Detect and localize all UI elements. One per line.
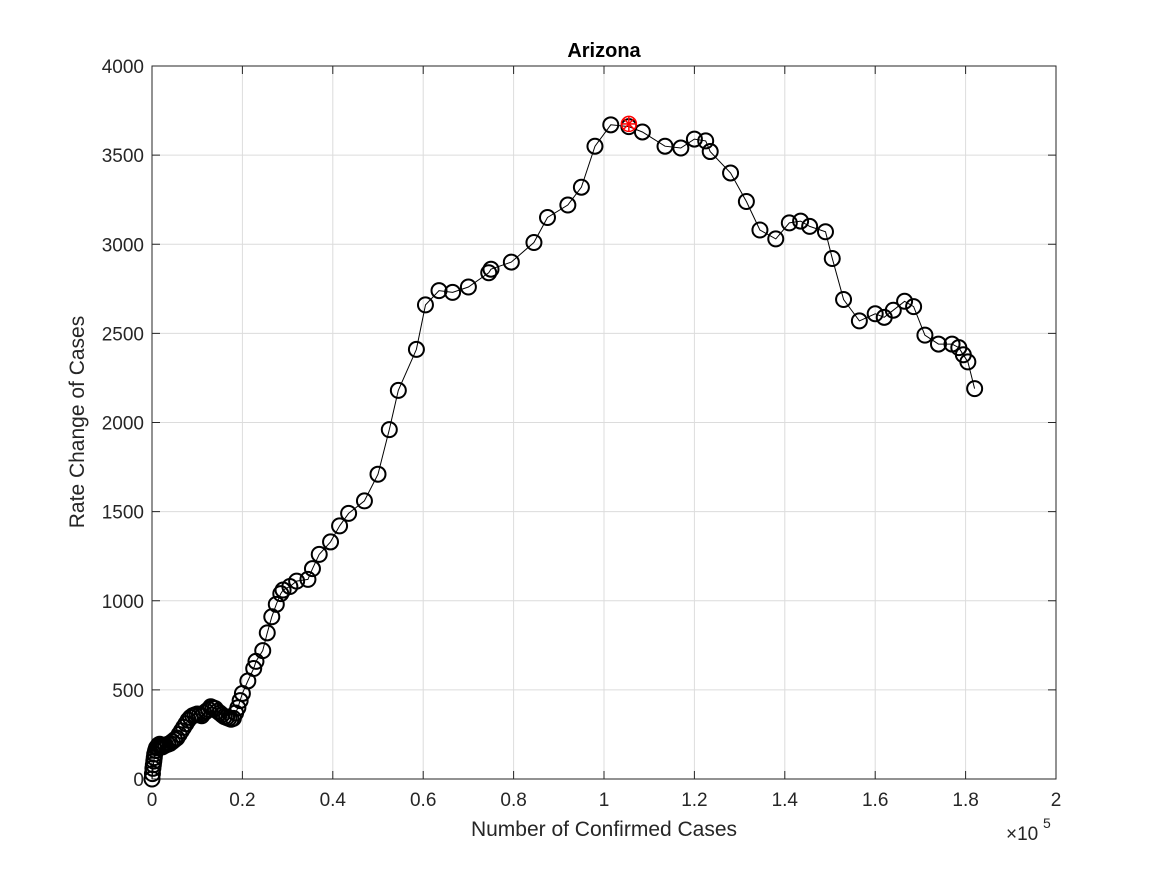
- data-point: [331, 517, 349, 535]
- x-tick-label: 1.8: [952, 790, 978, 811]
- data-point: [288, 572, 306, 590]
- data-point: [672, 139, 690, 157]
- data-point: [369, 465, 387, 483]
- data-point: [816, 223, 834, 241]
- x-exponent-power: 5: [1043, 815, 1051, 831]
- data-point: [929, 335, 947, 353]
- y-tick-label: 2500: [102, 324, 144, 345]
- data-series: [143, 116, 984, 788]
- data-point: [299, 570, 317, 588]
- data-point: [966, 380, 984, 398]
- data-point: [884, 301, 902, 319]
- y-tick-label: 3500: [102, 146, 144, 167]
- data-point: [722, 164, 740, 182]
- data-point: [444, 283, 462, 301]
- x-tick-label: 0.6: [410, 790, 436, 811]
- tick-labels: 0 0.2 0.4 0.6 0.8 1 1.2 1.4 1.6 1.8 2 0 500 1000 1500 2…: [102, 57, 1062, 811]
- y-tick-label: 2000: [102, 414, 144, 435]
- data-point: [430, 282, 448, 300]
- data-point: [792, 212, 810, 230]
- data-point: [231, 692, 249, 710]
- data-point: [602, 116, 620, 134]
- axes: [151, 65, 1057, 780]
- data-point: [586, 137, 604, 155]
- data-point: [482, 260, 500, 278]
- data-point: [380, 421, 398, 439]
- x-tick-label: 1.4: [772, 790, 799, 811]
- data-point: [835, 291, 853, 309]
- x-tick-label: 0.8: [500, 790, 526, 811]
- data-point: [407, 340, 425, 358]
- x-tick-label: 1: [599, 790, 610, 811]
- data-point: [767, 230, 785, 248]
- y-tick-label: 500: [112, 681, 144, 702]
- data-point: [737, 192, 755, 210]
- data-point: [559, 196, 577, 214]
- data-point: [896, 292, 914, 310]
- data-point: [310, 545, 328, 563]
- x-tick-label: 1.2: [681, 790, 707, 811]
- data-point: [572, 178, 590, 196]
- x-tick-label: 1.6: [862, 790, 888, 811]
- data-point: [416, 296, 434, 314]
- data-point: [480, 264, 498, 282]
- data-point: [801, 217, 819, 235]
- y-tick-label: 3000: [102, 235, 144, 256]
- data-point: [303, 560, 321, 578]
- y-axis-label: Rate Change of Cases: [66, 316, 89, 528]
- data-point: [143, 765, 161, 783]
- x-exponent-base: ×10: [1006, 824, 1038, 845]
- data-point: [697, 132, 715, 150]
- data-point: [389, 381, 407, 399]
- data-point: [355, 492, 373, 510]
- data-point: [267, 595, 285, 613]
- data-point: [459, 278, 477, 296]
- data-point: [539, 209, 556, 227]
- data-point: [959, 353, 977, 371]
- data-point: [502, 253, 520, 271]
- data-point: [823, 250, 841, 268]
- y-tick-label: 4000: [102, 57, 144, 78]
- data-point: [525, 233, 543, 251]
- x-tick-label: 0.2: [229, 790, 255, 811]
- data-point: [751, 221, 769, 239]
- plot-frame: [151, 65, 1057, 780]
- data-point: [633, 123, 651, 141]
- data-point: [656, 137, 674, 155]
- x-tick-label: 0: [147, 790, 158, 811]
- data-point: [685, 130, 703, 148]
- data-point: [780, 214, 798, 232]
- data-point: [322, 533, 340, 551]
- y-tick-label: 1500: [102, 503, 144, 524]
- data-point: [916, 326, 934, 344]
- data-point: [258, 624, 276, 642]
- y-tick-label: 1000: [102, 592, 144, 613]
- data-point: [340, 504, 358, 522]
- data-point: [905, 298, 923, 316]
- data-point: [850, 312, 868, 330]
- data-point: [245, 659, 263, 677]
- x-tick-label: 2: [1051, 790, 1062, 811]
- x-axis-label: Number of Confirmed Cases: [471, 818, 737, 841]
- y-tick-label: 0: [133, 770, 144, 791]
- data-point: [254, 642, 272, 660]
- peak-highlight: [620, 115, 638, 133]
- x-axis-exponent: ×10 5: [1006, 815, 1051, 845]
- data-point: [701, 143, 719, 161]
- x-tick-label: 0.4: [320, 790, 347, 811]
- data-point: [866, 305, 884, 323]
- peak-marker: [620, 115, 638, 133]
- chart-title: Arizona: [567, 40, 641, 62]
- peak-asterisk-stroke: [622, 118, 635, 130]
